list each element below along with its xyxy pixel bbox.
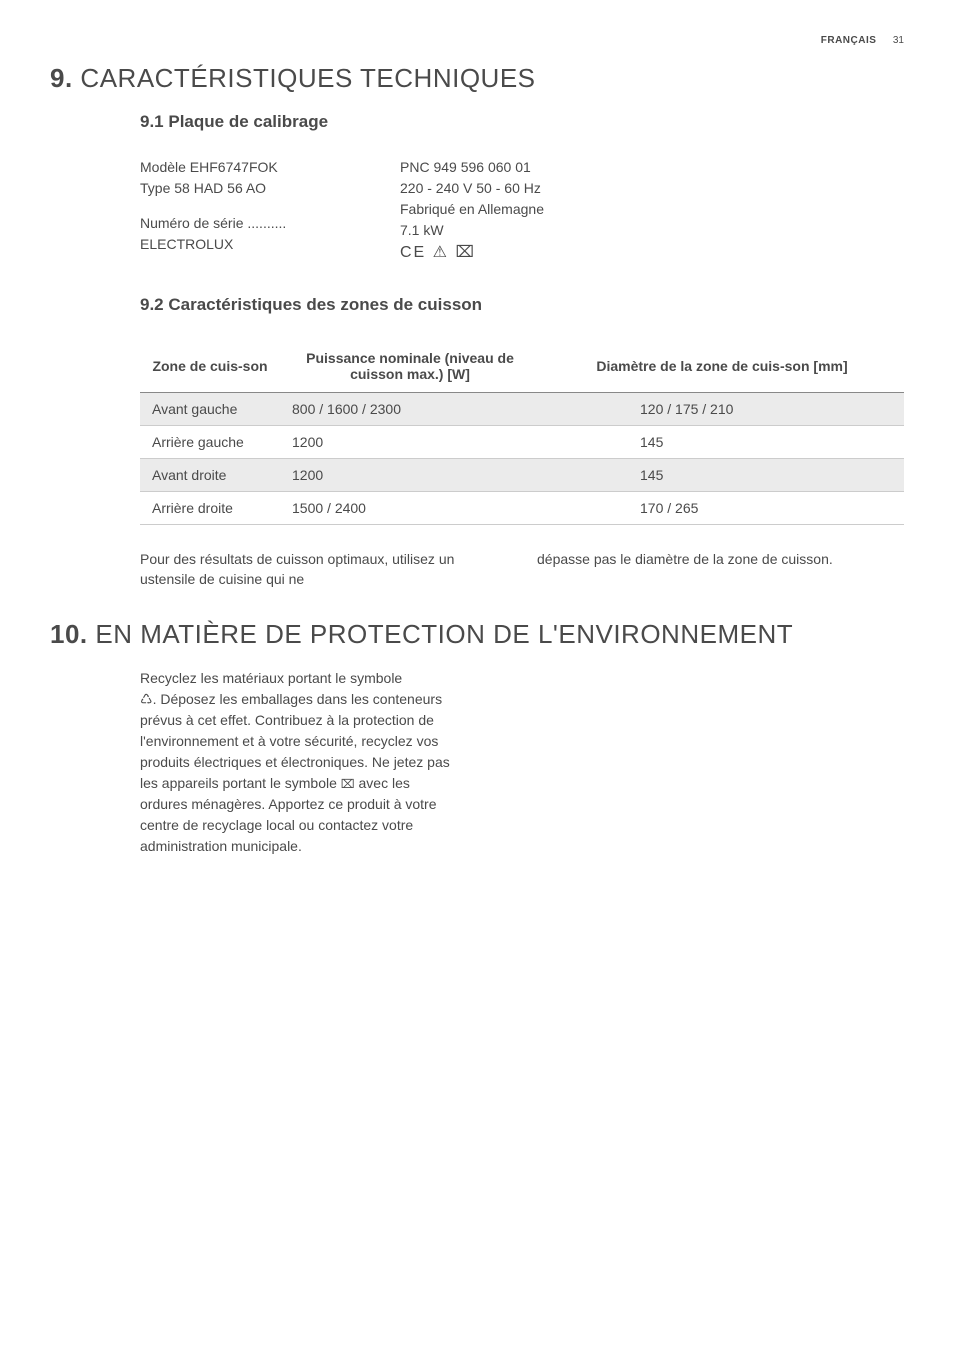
table-row: Avant droite 1200 145	[140, 459, 904, 492]
section-9-footnote: Pour des résultats de cuisson optimaux, …	[140, 550, 904, 589]
bin-icon: ⌧	[341, 775, 355, 793]
rating-type: Type 58 HAD 56 AO	[140, 178, 400, 199]
table-header-power: Puissance nominale (niveau de cuisson ma…	[280, 340, 540, 393]
subsection-9-2-title-text: Caractéristiques des zones de cuisson	[168, 295, 482, 314]
table-cell-power: 800 / 1600 / 2300	[280, 393, 540, 426]
table-header-diameter: Diamètre de la zone de cuis‐son [mm]	[540, 340, 904, 393]
rating-serial: Numéro de série ..........	[140, 213, 400, 234]
header-page-number: 31	[893, 35, 904, 46]
footnote-left: Pour des résultats de cuisson optimaux, …	[140, 550, 507, 589]
cooking-zones-table-container: Zone de cuis‐son Puissance nominale (niv…	[140, 340, 904, 525]
env-para1a: Recyclez les matériaux portant le symbol…	[140, 670, 402, 686]
section-9-title-text: CARACTÉRISTIQUES TECHNIQUES	[80, 63, 535, 93]
table-cell-diameter: 145	[540, 426, 904, 459]
subsection-9-2-title: 9.2 Caractéristiques des zones de cuisso…	[140, 295, 904, 315]
table-cell-power: 1500 / 2400	[280, 492, 540, 525]
rating-plate-left: Modèle EHF6747FOK Type 58 HAD 56 AO Numé…	[140, 157, 400, 265]
subsection-9-1-number: 9.1	[140, 112, 164, 131]
table-cell-zone: Arrière gauche	[140, 426, 280, 459]
env-paragraph-1: Recyclez les matériaux portant le symbol…	[140, 668, 460, 689]
rating-plate-right: PNC 949 596 060 01 220 - 240 V 50 - 60 H…	[400, 157, 904, 265]
recycle-icon: ♺	[140, 689, 153, 710]
section-10-title-text: EN MATIÈRE DE PROTECTION DE L'ENVIRONNEM…	[95, 619, 793, 649]
section-9-number: 9.	[50, 63, 73, 93]
rating-symbols: CE ⚠ ⌧	[400, 241, 904, 265]
env-paragraph-3: les appareils portant le symbole ⌧ avec …	[140, 773, 460, 857]
rating-power: 7.1 kW	[400, 220, 904, 241]
page-header: FRANÇAIS 31	[50, 30, 904, 48]
table-cell-zone: Avant droite	[140, 459, 280, 492]
rating-voltage: 220 - 240 V 50 - 60 Hz	[400, 178, 904, 199]
table-row: Avant gauche 800 / 1600 / 2300 120 / 175…	[140, 393, 904, 426]
table-cell-diameter: 170 / 265	[540, 492, 904, 525]
table-header-zone: Zone de cuis‐son	[140, 340, 280, 393]
table-cell-zone: Avant gauche	[140, 393, 280, 426]
table-row: Arrière gauche 1200 145	[140, 426, 904, 459]
section-9-title: 9. CARACTÉRISTIQUES TECHNIQUES	[50, 63, 904, 94]
section-10-title: 10. EN MATIÈRE DE PROTECTION DE L'ENVIRO…	[50, 619, 904, 650]
table-cell-zone: Arrière droite	[140, 492, 280, 525]
environment-text: Recyclez les matériaux portant le symbol…	[140, 668, 460, 857]
rating-plate: Modèle EHF6747FOK Type 58 HAD 56 AO Numé…	[140, 157, 904, 265]
env-para1b: . Déposez les emballages dans les conten…	[140, 691, 450, 770]
table-cell-power: 1200	[280, 426, 540, 459]
table-cell-diameter: 145	[540, 459, 904, 492]
cooking-zones-table: Zone de cuis‐son Puissance nominale (niv…	[140, 340, 904, 525]
subsection-9-1-title: 9.1 Plaque de calibrage	[140, 112, 904, 132]
header-language: FRANÇAIS	[821, 35, 877, 46]
subsection-9-1-title-text: Plaque de calibrage	[168, 112, 328, 131]
env-para2a: les appareils portant le symbole	[140, 775, 341, 791]
table-cell-diameter: 120 / 175 / 210	[540, 393, 904, 426]
table-cell-power: 1200	[280, 459, 540, 492]
rating-brand: ELECTROLUX	[140, 234, 400, 255]
footnote-right: dépasse pas le diamètre de la zone de cu…	[537, 550, 904, 589]
rating-origin: Fabriqué en Allemagne	[400, 199, 904, 220]
rating-pnc: PNC 949 596 060 01	[400, 157, 904, 178]
env-paragraph-2: ♺. Déposez les emballages dans les conte…	[140, 689, 460, 773]
table-row: Arrière droite 1500 / 2400 170 / 265	[140, 492, 904, 525]
subsection-9-2-number: 9.2	[140, 295, 164, 314]
section-10-number: 10.	[50, 619, 88, 649]
rating-model: Modèle EHF6747FOK	[140, 157, 400, 178]
